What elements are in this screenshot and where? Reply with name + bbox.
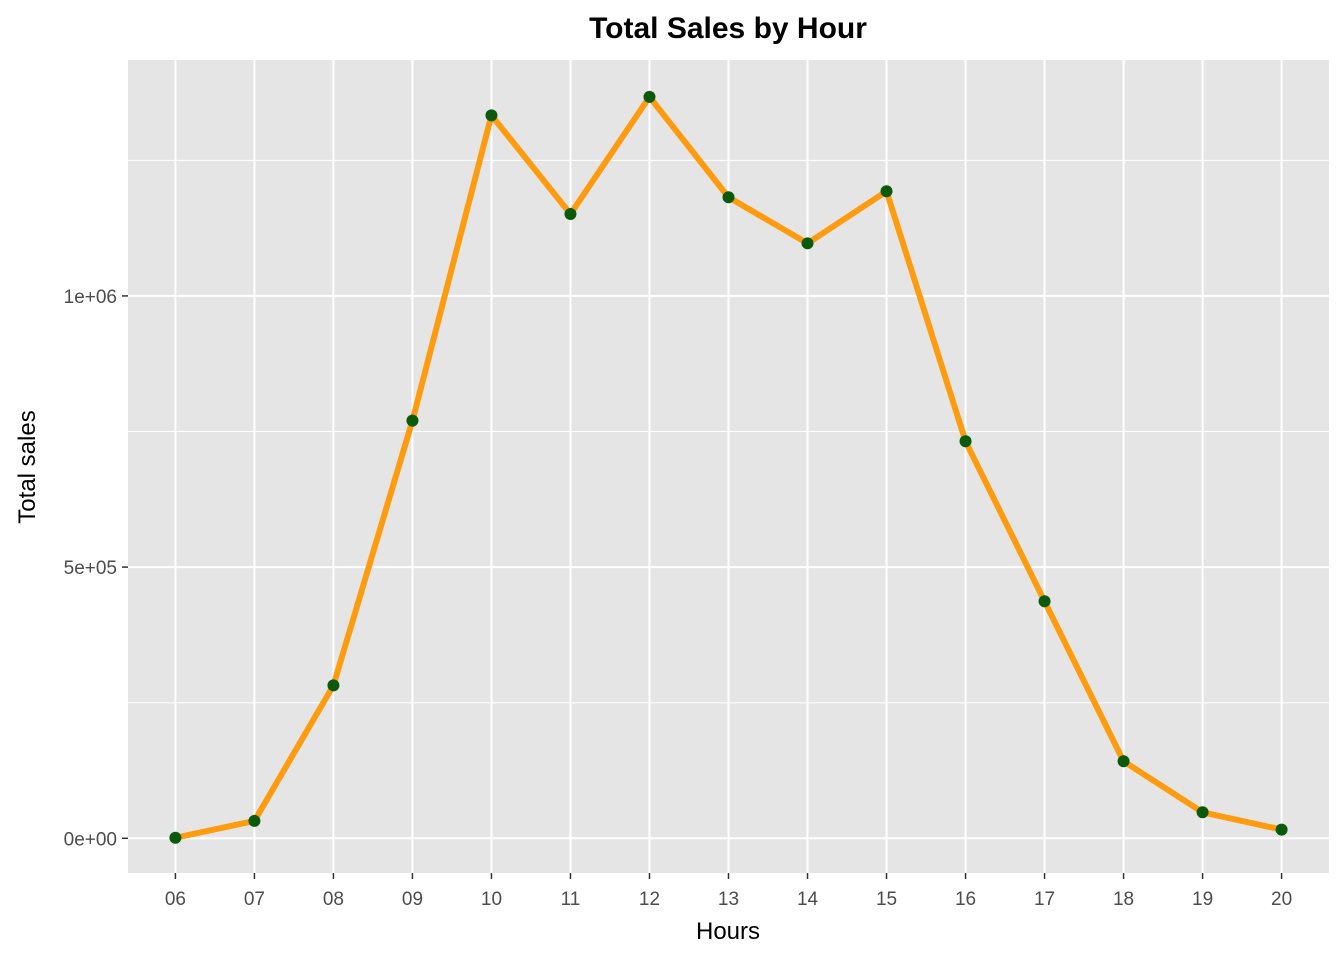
data-point — [327, 679, 340, 692]
y-axis-title: Total sales — [14, 410, 41, 523]
x-axis: 06 07 08 09 10 11 12 13 14 15 16 17 18 19 20 — [165, 873, 1292, 910]
data-point — [406, 414, 419, 427]
x-tick-label: 17 — [1034, 889, 1055, 910]
x-tick-label: 09 — [402, 889, 423, 910]
x-tick-label: 16 — [955, 889, 976, 910]
data-point — [880, 185, 893, 198]
y-axis: 0e+00 5e+05 1e+06 — [64, 287, 128, 850]
x-tick-label: 12 — [639, 889, 660, 910]
x-tick-label: 08 — [323, 889, 344, 910]
data-point — [643, 90, 656, 103]
data-points — [169, 90, 1288, 844]
data-point — [169, 831, 182, 844]
y-tick-label: 5e+05 — [64, 558, 117, 579]
x-tick-label: 06 — [165, 889, 186, 910]
x-tick-label: 19 — [1192, 889, 1213, 910]
y-tick-label: 1e+06 — [64, 287, 117, 308]
data-point — [722, 191, 735, 204]
chart-title: Total Sales by Hour — [589, 12, 867, 45]
x-tick-label: 10 — [481, 889, 502, 910]
x-tick-label: 14 — [797, 889, 819, 910]
x-tick-label: 18 — [1113, 889, 1134, 910]
x-tick-label: 15 — [876, 889, 897, 910]
x-axis-title: Hours — [696, 918, 760, 945]
major-gridlines — [128, 60, 1329, 873]
data-point — [1038, 595, 1051, 608]
data-point — [1117, 755, 1130, 768]
data-point — [801, 237, 814, 250]
x-tick-label: 13 — [718, 889, 739, 910]
data-point — [959, 435, 972, 448]
x-tick-label: 11 — [561, 889, 581, 910]
data-point — [1275, 823, 1288, 836]
y-tick-label: 0e+00 — [64, 829, 117, 850]
data-point — [1196, 806, 1209, 819]
x-tick-label: 20 — [1271, 889, 1292, 910]
data-point — [485, 109, 498, 122]
data-point — [248, 814, 261, 827]
data-point — [564, 208, 577, 221]
x-tick-label: 07 — [244, 889, 265, 910]
